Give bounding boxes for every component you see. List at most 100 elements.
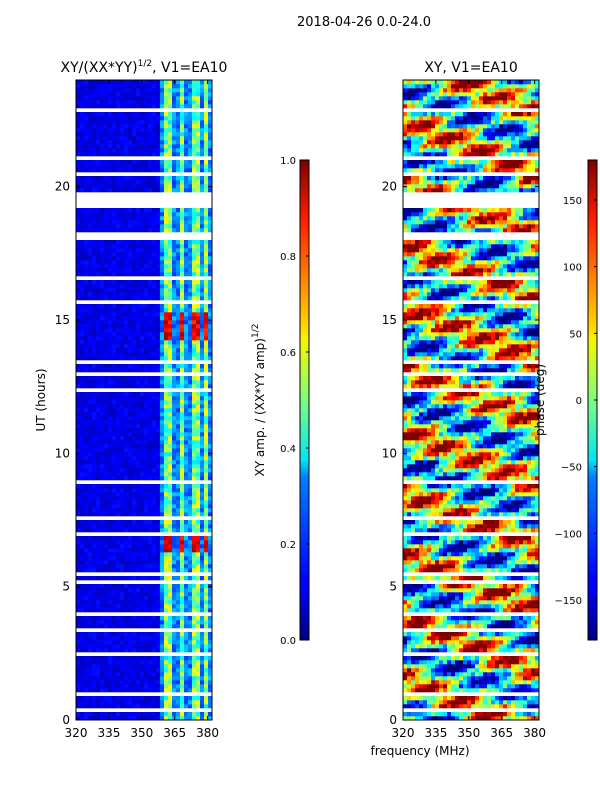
heatmap-cell <box>176 264 181 269</box>
heatmap-cell <box>96 148 101 153</box>
heatmap-cell <box>76 664 81 669</box>
heatmap-cell <box>192 680 197 685</box>
heatmap-cell <box>204 476 209 481</box>
heatmap-cell <box>148 712 153 717</box>
heatmap-cell <box>160 524 165 529</box>
heatmap-cell <box>168 164 173 169</box>
heatmap-cell <box>124 164 129 169</box>
heatmap-cell <box>208 176 213 181</box>
heatmap-cell <box>192 596 197 601</box>
heatmap-cell <box>204 632 209 637</box>
heatmap-cell <box>84 348 89 353</box>
heatmap-cell <box>84 576 89 581</box>
heatmap-cell <box>168 304 173 309</box>
heatmap-cell <box>196 496 201 501</box>
heatmap-cell <box>112 476 117 481</box>
heatmap-cell <box>100 260 105 265</box>
heatmap-cell <box>204 468 209 473</box>
heatmap-cell <box>104 104 109 109</box>
heatmap-cell <box>519 676 524 681</box>
heatmap-cell <box>124 592 129 597</box>
heatmap-cell <box>116 380 121 385</box>
heatmap-cell <box>108 248 113 253</box>
heatmap-cell <box>176 320 181 325</box>
heatmap-cell <box>108 536 113 541</box>
heatmap-cell <box>84 84 89 89</box>
heatmap-cell <box>475 716 480 721</box>
heatmap-cell <box>88 380 93 385</box>
heatmap-cell <box>451 676 456 681</box>
heatmap-cell <box>116 660 121 665</box>
heatmap-cell <box>164 668 169 673</box>
heatmap-cell <box>124 608 129 613</box>
heatmap-cell <box>180 560 185 565</box>
heatmap-cell <box>136 292 141 297</box>
heatmap-cell <box>184 136 189 141</box>
heatmap-cell <box>204 124 209 129</box>
heatmap-cell <box>503 700 508 705</box>
heatmap-cell <box>100 496 105 501</box>
heatmap-cell <box>208 384 213 389</box>
heatmap-cell <box>152 712 157 717</box>
heatmap-cell <box>192 684 197 689</box>
heatmap-cell <box>108 512 113 517</box>
heatmap-cell <box>188 712 193 717</box>
heatmap-cell <box>168 344 173 349</box>
heatmap-cell <box>192 408 197 413</box>
heatmap-cell <box>116 328 121 333</box>
heatmap-cell <box>164 588 169 593</box>
heatmap-cell <box>168 660 173 665</box>
heatmap-cell <box>148 124 153 129</box>
heatmap-cell <box>120 376 125 381</box>
heatmap-cell <box>168 424 173 429</box>
heatmap-cell <box>140 248 145 253</box>
heatmap-cell <box>160 136 165 141</box>
amp-ratio-title-exponent: 1/2 <box>138 59 152 69</box>
heatmap-cell <box>112 548 117 553</box>
heatmap-cell <box>92 396 97 401</box>
heatmap-cell <box>132 544 137 549</box>
heatmap-cell <box>120 624 125 629</box>
heatmap-cell <box>180 556 185 561</box>
heatmap-cell <box>144 492 149 497</box>
heatmap-cell <box>76 112 81 117</box>
heatmap-cell <box>124 368 129 373</box>
heatmap-cell <box>76 644 81 649</box>
heatmap-cell <box>423 676 428 681</box>
heatmap-cell <box>160 400 165 405</box>
heatmap-cell <box>104 312 109 317</box>
heatmap-cell <box>144 548 149 553</box>
heatmap-cell <box>208 96 213 101</box>
heatmap-cell <box>88 464 93 469</box>
heatmap-cell <box>168 180 173 185</box>
heatmap-cell <box>156 620 161 625</box>
heatmap-cell <box>124 340 129 345</box>
heatmap-cell <box>128 268 133 273</box>
heatmap-cell <box>439 676 444 681</box>
heatmap-cell <box>132 144 137 149</box>
heatmap-cell <box>200 80 205 85</box>
heatmap-cell <box>128 164 133 169</box>
heatmap-cell <box>88 668 93 673</box>
heatmap-cell <box>208 496 213 501</box>
heatmap-cell <box>200 500 205 505</box>
heatmap-cell <box>148 440 153 445</box>
heatmap-cell <box>88 188 93 193</box>
heatmap-cell <box>128 400 133 405</box>
heatmap-cell <box>168 144 173 149</box>
heatmap-cell <box>144 712 149 717</box>
heatmap-cell <box>140 472 145 477</box>
heatmap-cell <box>132 368 137 373</box>
heatmap-cell <box>184 260 189 265</box>
heatmap-cell <box>152 536 157 541</box>
heatmap-cell <box>128 712 133 717</box>
heatmap-cell <box>188 392 193 397</box>
heatmap-cell <box>148 404 153 409</box>
heatmap-cell <box>192 152 197 157</box>
heatmap-cell <box>84 132 89 137</box>
heatmap-cell <box>419 684 424 689</box>
heatmap-cell <box>132 408 137 413</box>
heatmap-cell <box>152 296 157 301</box>
heatmap-cell <box>92 328 97 333</box>
heatmap-cell <box>144 224 149 229</box>
